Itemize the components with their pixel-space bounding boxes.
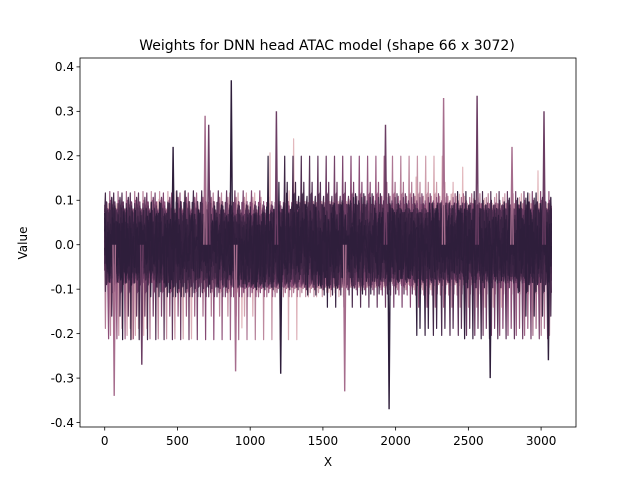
- peak-spike: [206, 124, 211, 245]
- x-tick-label: 2500: [453, 434, 484, 448]
- plot-lines: [104, 80, 552, 410]
- weight-series-line: [104, 155, 552, 341]
- chart-title: Weights for DNN head ATAC model (shape 6…: [139, 38, 515, 54]
- y-tick-label: 0.3: [55, 105, 74, 119]
- y-tick-label: -0.2: [51, 327, 74, 341]
- peak-spike: [203, 115, 207, 245]
- y-axis-label: Value: [16, 227, 30, 260]
- x-tick-label: 2000: [380, 434, 411, 448]
- peak-spike: [171, 146, 175, 245]
- peak-spike: [112, 244, 117, 396]
- peak-spike: [387, 244, 391, 410]
- peak-spike: [274, 111, 279, 245]
- y-tick-label: 0.4: [55, 60, 74, 74]
- x-tick-label: 0: [101, 434, 109, 448]
- y-tick-label: 0.0: [55, 238, 74, 252]
- x-tick-label: 1500: [308, 434, 339, 448]
- peak-spike: [488, 244, 493, 379]
- y-tick-label: 0.1: [55, 193, 74, 207]
- peak-spike: [278, 244, 283, 374]
- y-tick-label: -0.4: [51, 416, 74, 430]
- peak-spike: [475, 95, 479, 245]
- peak-spike: [342, 244, 347, 392]
- peak-spike: [229, 80, 234, 245]
- x-axis-label: X: [324, 455, 332, 469]
- y-tick-label: -0.1: [51, 282, 74, 296]
- x-tick-label: 500: [166, 434, 189, 448]
- x-tick-label: 1000: [235, 434, 266, 448]
- peak-spike: [233, 244, 238, 372]
- peak-spike: [542, 111, 546, 245]
- peak-spike: [510, 146, 514, 245]
- x-axis: 0 500 1000 1500 2000 2500 3000: [101, 427, 556, 448]
- peak-spike: [383, 124, 388, 245]
- y-tick-label: 0.2: [55, 149, 74, 163]
- x-tick-label: 3000: [526, 434, 557, 448]
- plot-frame: [79, 57, 577, 428]
- y-axis: -0.4 -0.3 -0.2 -0.1 0.0 0.1 0.2 0.3 0.4: [51, 60, 80, 430]
- peak-spike: [441, 97, 446, 245]
- peak-spike: [546, 244, 551, 361]
- y-tick-label: -0.3: [51, 371, 74, 385]
- peak-spike: [139, 244, 144, 365]
